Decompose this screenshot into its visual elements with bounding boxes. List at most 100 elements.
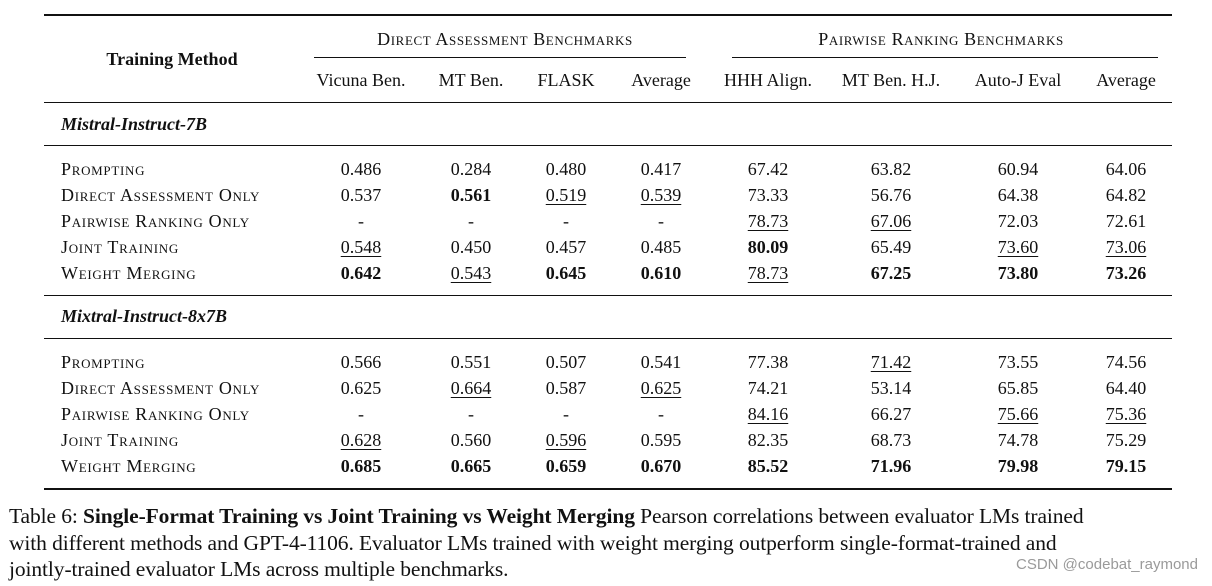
value-cell: 0.457 [520,235,612,261]
value-cell: 0.625 [300,375,422,401]
value-cell: - [300,208,422,234]
spacer-cell [44,338,1172,349]
value-cell: 73.60 [956,235,1080,261]
value-text: 74.56 [1105,351,1147,372]
value-text: 0.587 [545,377,587,398]
value-text: 79.15 [1105,456,1147,477]
value-cell: 63.82 [826,156,956,182]
value-cell: 75.66 [956,401,1080,427]
value-text: 64.82 [1105,184,1147,205]
value-text: 56.76 [870,184,912,205]
value-cell: 56.76 [826,182,956,208]
caption-body-line1: Pearson correlations between evaluator L… [640,504,1084,528]
spacer-cell [44,146,1172,157]
value-cell: 0.417 [612,156,710,182]
value-cell: 0.486 [300,156,422,182]
value-cell: 0.596 [520,428,612,454]
value-text: 85.52 [747,456,789,477]
column-header: Average [631,69,691,90]
table-row: Joint Training 0.628 0.560 0.596 0.595 82.35 6… [44,428,1172,454]
value-text: 68.73 [870,430,912,451]
value-text: 0.486 [340,158,382,179]
method-cell: Pairwise Ranking Only [61,210,250,231]
model-name: Mixtral-Instruct-8x7B [61,306,228,327]
value-cell: 67.06 [826,208,956,234]
value-cell: 71.42 [826,349,956,375]
value-text: - [358,210,364,231]
spacer-row [44,146,1172,157]
method-cell: Joint Training [61,430,179,451]
value-cell: 53.14 [826,375,956,401]
value-cell: - [520,208,612,234]
caption-title: Single-Format Training vs Joint Training… [83,504,635,528]
value-text: 0.507 [545,351,587,372]
method-cell: Prompting [61,158,146,179]
value-cell: 73.06 [1080,235,1172,261]
results-table: Training Method Direct Assessment Benchm… [44,14,1172,490]
table-row: Pairwise Ranking Only - - - - 78.73 67.06 72.03… [44,208,1172,234]
value-cell: 73.33 [710,182,826,208]
value-cell: 74.21 [710,375,826,401]
value-text: 0.450 [450,237,492,258]
value-text: 60.94 [997,158,1039,179]
value-text: 77.38 [747,351,789,372]
value-text: 73.33 [747,184,789,205]
value-cell: 71.96 [826,454,956,480]
value-text: 75.36 [1105,403,1147,424]
value-cell: 78.73 [710,208,826,234]
method-cell: Prompting [61,351,146,372]
value-cell: 64.06 [1080,156,1172,182]
value-cell: 85.52 [710,454,826,480]
value-cell: 65.85 [956,375,1080,401]
value-cell: 60.94 [956,156,1080,182]
value-cell: - [612,208,710,234]
column-header: MT Ben. [438,69,504,90]
value-text: 65.85 [997,377,1039,398]
value-text: 72.61 [1105,210,1147,231]
value-text: 0.284 [450,158,492,179]
value-text: 0.595 [640,430,682,451]
value-cell: 0.480 [520,156,612,182]
value-text: 74.78 [997,430,1039,451]
method-cell: Pairwise Ranking Only [61,403,250,424]
value-text: 0.566 [340,351,382,372]
value-cell: 73.55 [956,349,1080,375]
value-cell: 72.03 [956,208,1080,234]
value-text: 0.485 [640,237,682,258]
caption-body-line2: with different methods and GPT-4-1106. E… [9,530,1057,555]
value-text: 74.21 [747,377,789,398]
value-cell: - [422,401,520,427]
value-text: 0.543 [450,263,492,284]
model-section-header: Mixtral-Instruct-8x7B [44,295,1172,339]
model-name: Mistral-Instruct-7B [61,113,208,134]
value-text: 66.27 [870,403,912,424]
value-cell: 0.560 [422,428,520,454]
table-row: Weight Merging 0.642 0.543 0.645 0.610 78.73 6… [44,261,1172,287]
value-text: 79.98 [997,456,1039,477]
value-cell: 82.35 [710,428,826,454]
header-row-columns: Vicuna Ben. MT Ben. FLASK Average HHH Align.… [44,58,1172,103]
method-cell: Weight Merging [61,456,197,477]
value-text: 0.480 [545,158,587,179]
value-cell: 67.42 [710,156,826,182]
value-text: 53.14 [870,377,912,398]
value-cell: 0.537 [300,182,422,208]
value-cell: 65.49 [826,235,956,261]
value-cell: 0.543 [422,261,520,287]
value-text: 73.60 [997,237,1039,258]
value-text: - [468,210,474,231]
method-cell: Joint Training [61,237,179,258]
header-row-groups: Training Method Direct Assessment Benchm… [44,15,1172,103]
group-header-direct-assessment: Direct Assessment Benchmarks [300,15,710,58]
value-text: 82.35 [747,430,789,451]
value-cell: 0.507 [520,349,612,375]
value-cell: 0.685 [300,454,422,480]
value-text: 0.670 [640,456,682,477]
value-cell: 64.82 [1080,182,1172,208]
value-text: 0.659 [545,456,587,477]
value-cell: 64.40 [1080,375,1172,401]
group-header-pairwise-ranking: Pairwise Ranking Benchmarks [710,15,1172,58]
value-text: 0.628 [340,430,382,451]
value-cell: 0.595 [612,428,710,454]
value-text: 0.625 [340,377,382,398]
